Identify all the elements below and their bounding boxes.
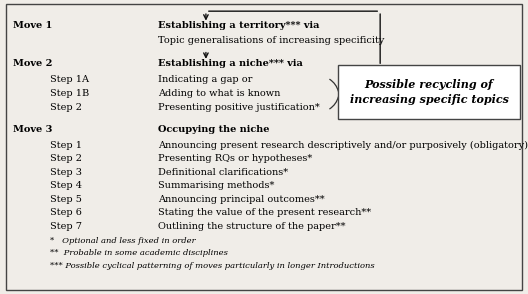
Text: Presenting RQs or hypotheses*: Presenting RQs or hypotheses*	[158, 154, 313, 163]
Text: Announcing present research descriptively and/or purposively (obligatory): Announcing present research descriptivel…	[158, 141, 528, 150]
Text: Topic generalisations of increasing specificity: Topic generalisations of increasing spec…	[158, 36, 385, 46]
Text: *   Optional and less fixed in order: * Optional and less fixed in order	[50, 237, 196, 245]
Text: Step 7: Step 7	[50, 222, 82, 231]
Text: **  Probable in some academic disciplines: ** Probable in some academic disciplines	[50, 249, 228, 257]
Text: Occupying the niche: Occupying the niche	[158, 125, 270, 134]
Text: Move 1: Move 1	[13, 21, 52, 30]
Text: Possible recycling of
increasing specific topics: Possible recycling of increasing specifi…	[350, 78, 508, 105]
Text: Announcing principal outcomes**: Announcing principal outcomes**	[158, 195, 325, 204]
Text: Step 4: Step 4	[50, 181, 82, 190]
Text: Move 2: Move 2	[13, 59, 53, 68]
Text: Step 5: Step 5	[50, 195, 82, 204]
Text: Step 1B: Step 1B	[50, 89, 89, 98]
Text: Step 3: Step 3	[50, 168, 82, 177]
Text: Step 1: Step 1	[50, 141, 82, 150]
Text: Step 6: Step 6	[50, 208, 82, 217]
FancyBboxPatch shape	[338, 65, 520, 119]
Text: Stating the value of the present research**: Stating the value of the present researc…	[158, 208, 372, 217]
Text: Establishing a territory*** via: Establishing a territory*** via	[158, 21, 320, 30]
FancyBboxPatch shape	[6, 4, 522, 290]
Text: Step 2: Step 2	[50, 154, 82, 163]
Text: Establishing a niche*** via: Establishing a niche*** via	[158, 59, 303, 68]
Text: Step 2: Step 2	[50, 103, 82, 112]
Text: Outlining the structure of the paper**: Outlining the structure of the paper**	[158, 222, 346, 231]
Text: Indicating a gap or: Indicating a gap or	[158, 75, 253, 84]
Text: Adding to what is known: Adding to what is known	[158, 89, 281, 98]
Text: Definitional clarifications*: Definitional clarifications*	[158, 168, 288, 177]
Text: Summarising methods*: Summarising methods*	[158, 181, 275, 190]
Text: Move 3: Move 3	[13, 125, 53, 134]
Text: Presenting positive justification*: Presenting positive justification*	[158, 103, 320, 112]
Text: Step 1A: Step 1A	[50, 75, 89, 84]
Text: *** Possible cyclical patterning of moves particularly in longer Introductions: *** Possible cyclical patterning of move…	[50, 262, 375, 270]
